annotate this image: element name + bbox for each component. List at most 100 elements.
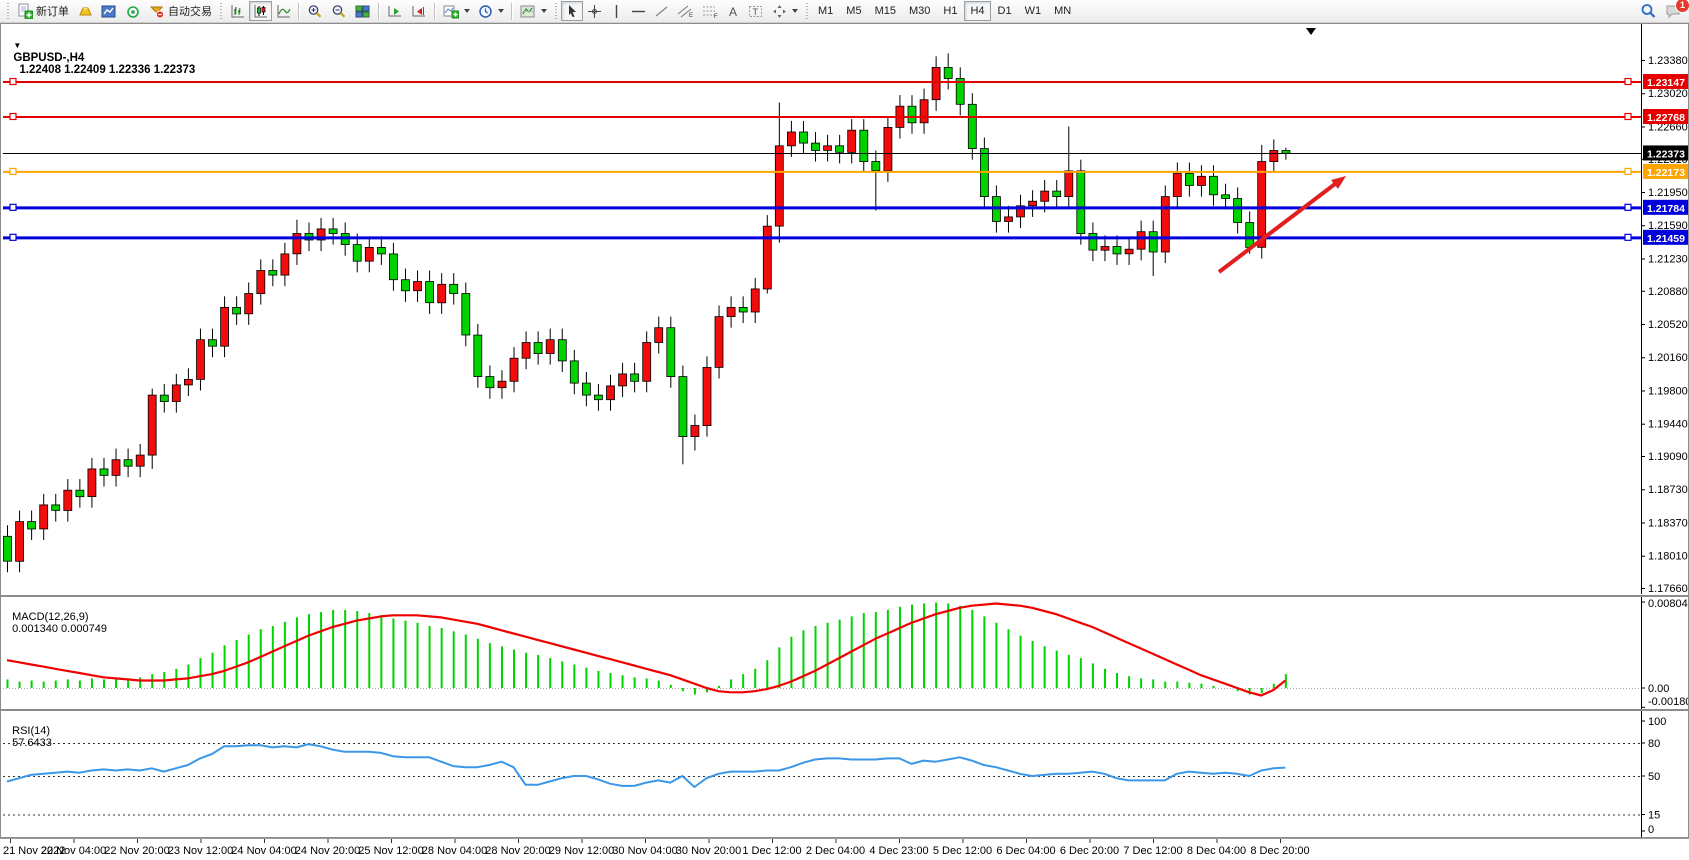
cursor-icon xyxy=(569,4,576,17)
bar-chart-type-button[interactable] xyxy=(226,1,249,21)
text-label-tool-button[interactable]: T xyxy=(744,1,768,21)
svg-text:A: A xyxy=(729,5,737,19)
svg-text:23 Nov 12:00: 23 Nov 12:00 xyxy=(168,845,233,857)
svg-text:0.008043: 0.008043 xyxy=(1648,598,1688,610)
templates-button[interactable] xyxy=(516,1,551,21)
chart-ohlc-quotes: 1.22408 1.22409 1.22336 1.22373 xyxy=(19,64,196,76)
svg-text:28 Nov 20:00: 28 Nov 20:00 xyxy=(485,845,550,857)
timeframe-button-m5[interactable]: M5 xyxy=(840,1,867,21)
fibonacci-icon: F xyxy=(703,6,718,19)
toolbar-grip[interactable] xyxy=(6,2,10,20)
timeframe-button-m15[interactable]: M15 xyxy=(869,1,902,21)
chart-shift-marker[interactable] xyxy=(1306,28,1316,35)
search-button[interactable] xyxy=(1636,1,1661,21)
new-order-label: 新订单 xyxy=(36,6,69,18)
timeframe-button-d1[interactable]: D1 xyxy=(992,1,1018,21)
equidistant-channel-tool-button[interactable]: E xyxy=(673,1,698,21)
svg-text:28 Nov 04:00: 28 Nov 04:00 xyxy=(422,845,487,857)
text-icon: A xyxy=(729,5,737,19)
candlestick-chart-type-button[interactable] xyxy=(249,1,272,21)
main-chart-canvas[interactable]: 1.233801.230201.226601.223101.219501.215… xyxy=(1,24,1688,594)
candlesticks xyxy=(3,53,1291,573)
toolbar-grip[interactable] xyxy=(554,2,558,20)
chart-menu-icon[interactable]: ▼ xyxy=(13,41,22,50)
svg-text:1.21784: 1.21784 xyxy=(1647,203,1685,215)
timeframe-button-mn[interactable]: MN xyxy=(1048,1,1077,21)
svg-text:80: 80 xyxy=(1648,738,1660,750)
macd-canvas[interactable]: 0.008043 0.00-0.001807 xyxy=(1,597,1688,709)
chart-shift-button[interactable] xyxy=(407,1,431,21)
data-window-button[interactable] xyxy=(97,1,121,21)
template-icon xyxy=(520,5,535,17)
time-axis-panel[interactable]: 21 Nov 2022 22 Nov 04:00 22 Nov 20:00 23 No… xyxy=(0,838,1689,860)
signals-button[interactable] xyxy=(121,1,145,21)
svg-text:1.22373: 1.22373 xyxy=(1647,148,1685,160)
toolbar-grip[interactable] xyxy=(219,2,223,20)
svg-text:6 Dec 20:00: 6 Dec 20:00 xyxy=(1060,845,1119,857)
svg-text:4 Dec 23:00: 4 Dec 23:00 xyxy=(869,845,928,857)
svg-text:21 Nov 2022: 21 Nov 2022 xyxy=(3,845,65,857)
fibonacci-tool-button[interactable]: F xyxy=(698,1,723,21)
svg-text:1.20160: 1.20160 xyxy=(1648,352,1688,364)
toolbar-grip[interactable] xyxy=(805,2,809,20)
svg-text:1.23147: 1.23147 xyxy=(1647,77,1685,89)
rsi-panel[interactable]: 100 80 50 15 0 xyxy=(0,710,1689,838)
timeframe-button-m30[interactable]: M30 xyxy=(903,1,936,21)
timeframe-button-w1[interactable]: W1 xyxy=(1019,1,1048,21)
svg-text:100: 100 xyxy=(1648,716,1666,728)
auto-trading-button[interactable]: 自动交易 xyxy=(145,1,216,21)
svg-text:1.18010: 1.18010 xyxy=(1648,551,1688,563)
timeframe-button-h1[interactable]: H1 xyxy=(937,1,963,21)
svg-text:1.17660: 1.17660 xyxy=(1648,583,1688,594)
svg-text:1.20520: 1.20520 xyxy=(1648,319,1688,331)
zoom-in-button[interactable] xyxy=(303,1,327,21)
crosshair-icon xyxy=(588,4,601,18)
search-icon xyxy=(1641,4,1656,18)
svg-text:5 Dec 12:00: 5 Dec 12:00 xyxy=(933,845,992,857)
timeframe-button-h4[interactable]: H4 xyxy=(964,1,991,21)
channel-icon: E xyxy=(677,5,693,19)
hline-1.21459[interactable]: 1.21459 xyxy=(3,229,1688,245)
svg-text:-0.001807: -0.001807 xyxy=(1648,696,1688,708)
hline-1.22768[interactable]: 1.22768 xyxy=(3,108,1688,124)
cursor-tool-button[interactable] xyxy=(561,1,583,21)
timeframe-button-m1[interactable]: M1 xyxy=(812,1,839,21)
price-tag-1.22768 xyxy=(1643,108,1688,124)
vertical-line-tool-button[interactable] xyxy=(606,1,627,21)
line-chart-type-button[interactable] xyxy=(272,1,295,21)
periods-button[interactable] xyxy=(474,1,508,21)
dropdown-caret-icon xyxy=(498,9,504,13)
chart-symbol-period: GBPUSD-,H4 xyxy=(13,52,85,64)
svg-text:1.21459: 1.21459 xyxy=(1647,233,1685,245)
auto-scroll-button[interactable] xyxy=(383,1,407,21)
trendline-tool-button[interactable] xyxy=(650,1,673,21)
dropdown-caret-icon xyxy=(464,9,470,13)
tile-windows-button[interactable] xyxy=(351,1,375,21)
new-order-button[interactable]: 新订单 xyxy=(13,1,73,21)
macd-panel[interactable]: 0.008043 0.00-0.001807 xyxy=(0,596,1689,710)
hline-1.23147[interactable]: 1.23147 xyxy=(3,74,1688,90)
horizontal-line-tool-button[interactable] xyxy=(627,1,650,21)
add-indicator-button[interactable] xyxy=(439,1,474,21)
text-tool-button[interactable]: A xyxy=(723,1,744,21)
rsi-line xyxy=(6,743,1286,788)
trend-arrow-annotation[interactable] xyxy=(1217,176,1346,274)
svg-text:25 Nov 12:00: 25 Nov 12:00 xyxy=(358,845,423,857)
hline-1.22173[interactable]: 1.22173 xyxy=(3,163,1688,179)
toolbar-separator xyxy=(378,2,380,20)
rsi-label: RSI(14) 57.6433 xyxy=(6,713,52,749)
arrows-tool-button[interactable] xyxy=(768,1,802,21)
dropdown-caret-icon xyxy=(541,9,547,13)
crosshair-tool-button[interactable] xyxy=(583,1,606,21)
zoom-out-button[interactable] xyxy=(327,1,351,21)
svg-text:1.22660: 1.22660 xyxy=(1648,121,1688,133)
market-watch-button[interactable] xyxy=(73,1,97,21)
hline-1.21784[interactable]: 1.21784 xyxy=(3,199,1688,215)
price-tag-1.22173 xyxy=(1643,163,1688,179)
svg-text:1.19440: 1.19440 xyxy=(1648,419,1688,431)
main-chart-panel[interactable]: 1.233801.230201.226601.223101.219501.215… xyxy=(0,23,1689,596)
rsi-canvas[interactable]: 100 80 50 15 0 xyxy=(1,711,1688,837)
horizontal-line-icon xyxy=(632,10,645,12)
svg-text:1.21590: 1.21590 xyxy=(1648,220,1688,232)
